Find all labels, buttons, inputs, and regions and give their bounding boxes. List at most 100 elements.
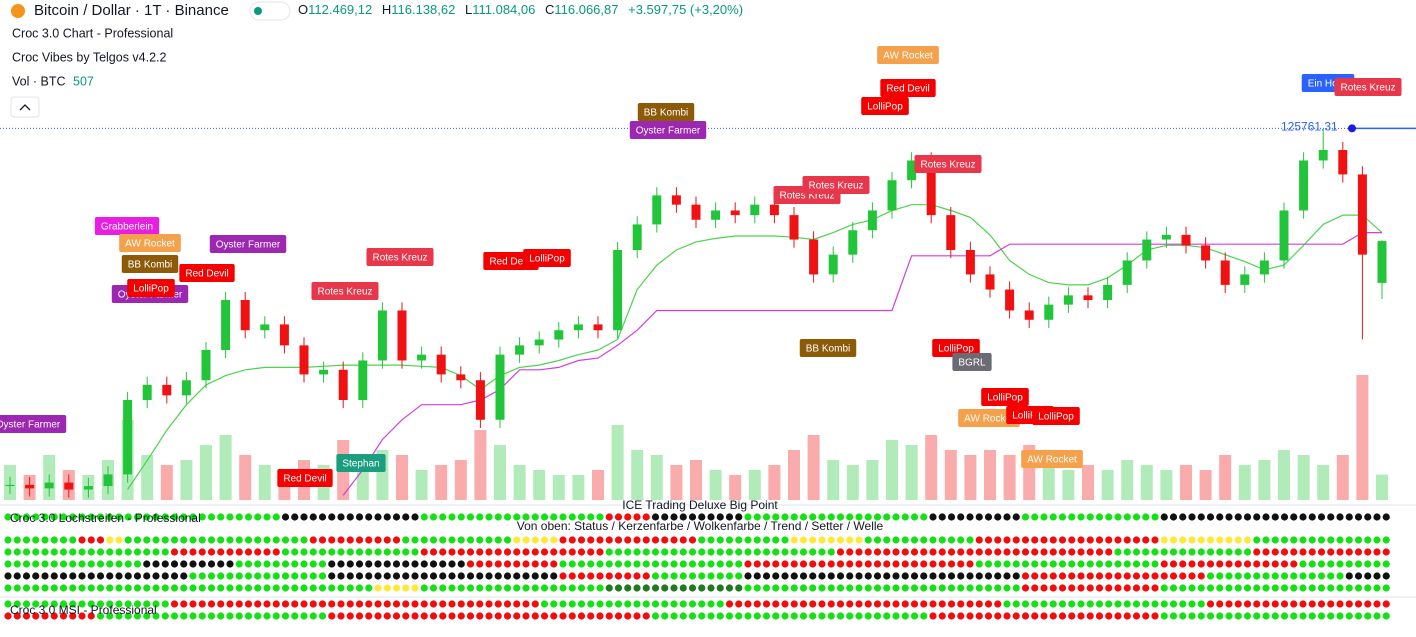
status-dot xyxy=(1049,536,1057,544)
status-dot xyxy=(587,600,595,608)
status-dot xyxy=(106,572,114,580)
status-dot xyxy=(762,612,771,620)
status-dot xyxy=(1253,548,1261,556)
status-dot xyxy=(457,612,465,620)
status-dot xyxy=(1123,600,1131,608)
status-dot xyxy=(143,536,151,544)
candle-body xyxy=(103,474,113,487)
status-dot xyxy=(1114,572,1122,580)
status-dot xyxy=(846,600,854,608)
status-pill xyxy=(249,1,291,21)
status-dot xyxy=(642,560,650,568)
status-dot xyxy=(32,584,40,592)
status-dot xyxy=(836,584,845,592)
status-dot xyxy=(1086,536,1094,544)
status-dot xyxy=(78,612,86,620)
status-dot xyxy=(605,612,613,620)
status-dot xyxy=(143,612,151,620)
status-dot xyxy=(485,513,493,521)
status-dot xyxy=(115,600,123,608)
status-dot xyxy=(1345,584,1353,592)
status-dot xyxy=(4,513,12,521)
status-dot xyxy=(947,584,956,592)
volume-bar xyxy=(1042,460,1055,500)
status-dot xyxy=(1188,548,1196,556)
signal-label: BB Kombi xyxy=(121,255,179,273)
status-dot xyxy=(41,513,49,521)
status-dot xyxy=(1169,548,1178,556)
status-dot xyxy=(318,572,327,580)
status-dot xyxy=(402,572,410,580)
status-dot xyxy=(966,572,974,580)
status-dot xyxy=(781,513,789,521)
status-dot xyxy=(448,536,456,544)
collapse-button[interactable] xyxy=(10,96,40,118)
candle-body xyxy=(279,324,289,346)
status-dot xyxy=(32,560,40,568)
status-dot xyxy=(78,560,86,568)
status-dot xyxy=(217,584,225,592)
status-dot xyxy=(170,612,179,620)
status-dot xyxy=(300,560,308,568)
status-dot xyxy=(1197,572,1205,580)
status-dot xyxy=(587,548,595,556)
candle-body xyxy=(691,204,701,220)
status-dot xyxy=(1105,560,1113,568)
signal-label-box xyxy=(802,176,870,194)
status-dot xyxy=(790,513,798,521)
signal-label: AW Rocket xyxy=(958,409,1020,427)
status-dot xyxy=(873,560,882,568)
status-dot xyxy=(383,572,391,580)
status-dot xyxy=(1169,572,1178,580)
status-dot xyxy=(1077,600,1085,608)
status-dot xyxy=(957,536,965,544)
signal-label-text: Oyster Farmer xyxy=(636,126,701,137)
status-dot xyxy=(772,572,780,580)
status-dot xyxy=(374,548,382,556)
candle-body xyxy=(1122,260,1132,285)
status-dot xyxy=(1225,560,1233,568)
status-dot xyxy=(115,548,123,556)
status-dot xyxy=(735,584,743,592)
status-dot xyxy=(207,584,216,592)
volume-bar xyxy=(592,470,604,500)
status-dot xyxy=(13,536,21,544)
status-dot xyxy=(1373,548,1381,556)
status-dot xyxy=(41,584,49,592)
status-dot xyxy=(1132,612,1141,620)
status-dot xyxy=(244,536,253,544)
status-dot xyxy=(1290,612,1298,620)
volume-bar xyxy=(219,435,232,500)
status-dot xyxy=(78,584,86,592)
status-dot xyxy=(587,584,595,592)
status-dot xyxy=(753,548,761,556)
status-dot xyxy=(1234,600,1242,608)
status-dot xyxy=(1336,600,1344,608)
status-dot xyxy=(716,536,724,544)
status-dot xyxy=(540,548,549,556)
status-dot xyxy=(198,612,206,620)
candle-body xyxy=(162,384,172,396)
status-dot xyxy=(87,536,95,544)
status-dot xyxy=(577,600,586,608)
status-dot xyxy=(189,548,197,556)
status-dot xyxy=(180,612,188,620)
status-dot xyxy=(217,572,225,580)
status-dot xyxy=(106,584,114,592)
status-dot xyxy=(744,572,752,580)
status-dot xyxy=(1373,584,1381,592)
status-dot xyxy=(1234,560,1242,568)
signal-label-box xyxy=(127,279,175,297)
status-dot xyxy=(402,612,410,620)
status-dot xyxy=(1327,584,1335,592)
status-dot xyxy=(1253,536,1261,544)
status-dot xyxy=(263,600,271,608)
status-dot xyxy=(790,612,798,620)
candle-body xyxy=(809,239,819,275)
status-dot xyxy=(596,600,604,608)
status-dot xyxy=(143,513,151,521)
status-dot xyxy=(827,584,835,592)
status-dot xyxy=(559,600,567,608)
signal-label: Grabberlein xyxy=(94,217,160,235)
status-dot xyxy=(725,612,734,620)
